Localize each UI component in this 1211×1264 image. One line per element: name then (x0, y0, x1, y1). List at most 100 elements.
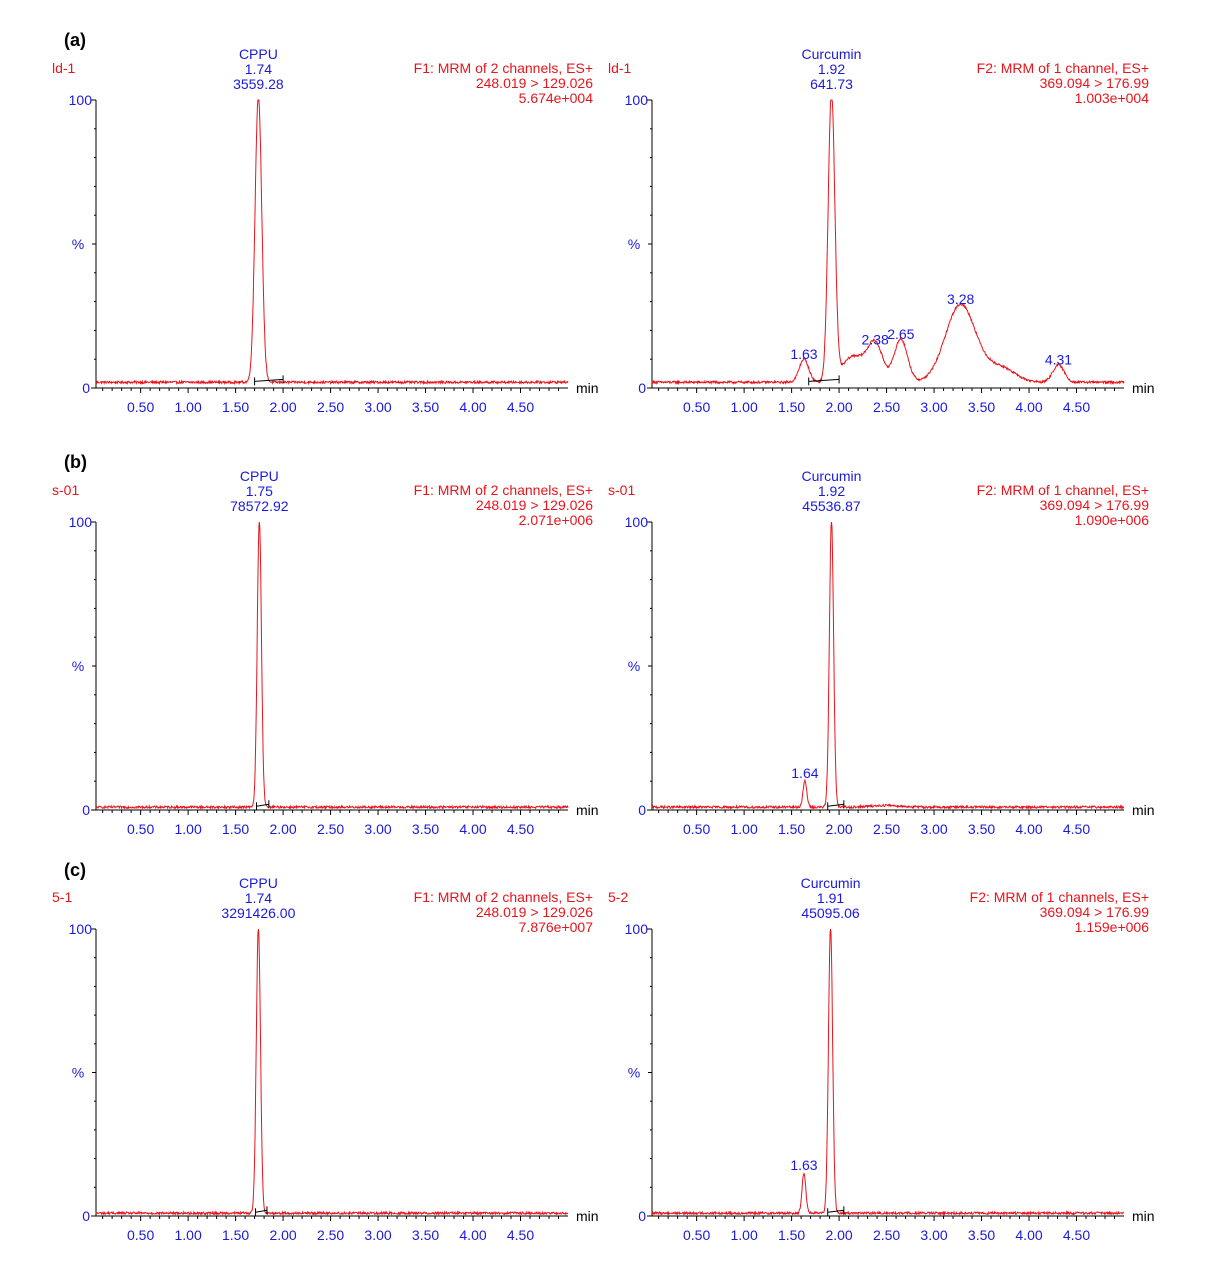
acquisition-info-line: 248.019 > 129.026 (476, 497, 593, 513)
peak-annotation: 1.92 (818, 483, 845, 499)
x-tick-label: 1.50 (222, 399, 249, 415)
chromatogram-2-0: 5-1 F1: MRM of 2 channels, ES+248.019 > 1… (52, 875, 599, 1243)
y-tick-label: 0 (82, 802, 90, 818)
x-tick-label: 2.00 (269, 821, 296, 837)
integration-baseline (808, 378, 840, 382)
chromatogram-trace (95, 99, 569, 386)
x-tick-label: 2.00 (825, 1227, 852, 1243)
y-tick-label: 100 (69, 92, 93, 108)
acquisition-info-line: F1: MRM of 2 channels, ES+ (414, 889, 593, 905)
integration-baseline (827, 1209, 844, 1213)
y-tick-label: 100 (625, 514, 649, 530)
peak-annotation: Curcumin (802, 468, 862, 484)
y-tick-label: 0 (638, 1208, 646, 1224)
panel-letter-a: (a) (64, 30, 86, 50)
x-tick-label: 3.00 (920, 821, 947, 837)
y-tick-label: 0 (638, 380, 646, 396)
y-axis-label: % (628, 236, 640, 252)
integration-baseline (256, 803, 269, 807)
y-tick-label: 100 (625, 92, 649, 108)
acquisition-info-line: 1.090e+006 (1075, 512, 1150, 528)
peak-annotation: 3291426.00 (221, 905, 295, 921)
run-label: 5-1 (52, 889, 72, 905)
x-axis-unit: min (576, 380, 599, 396)
peak-annotation: 1.75 (246, 483, 273, 499)
acquisition-info-line: 2.071e+006 (519, 512, 594, 528)
acquisition-info-line: 369.094 > 176.99 (1040, 904, 1150, 920)
x-tick-label: 2.00 (269, 1227, 296, 1243)
acquisition-info-line: 1.003e+004 (1075, 90, 1150, 106)
acquisition-info-line: F2: MRM of 1 channel, ES+ (977, 482, 1149, 498)
peak-annotation: 1.74 (245, 61, 272, 77)
peak-annotation: CPPU (240, 468, 279, 484)
x-tick-label: 0.50 (127, 1227, 154, 1243)
integration-baseline (255, 1209, 268, 1213)
run-label: ld-1 (608, 60, 632, 76)
peak-annotation: 3559.28 (233, 76, 284, 92)
x-tick-label: 4.50 (1063, 1227, 1090, 1243)
integration-baseline (254, 378, 284, 382)
run-label: 5-2 (608, 889, 628, 905)
acquisition-info-line: F1: MRM of 2 channels, ES+ (414, 482, 593, 498)
x-tick-label: 1.00 (730, 821, 757, 837)
acquisition-info-line: 1.159e+006 (1075, 919, 1150, 935)
x-tick-label: 3.00 (364, 399, 391, 415)
x-tick-label: 4.00 (1015, 821, 1042, 837)
y-tick-label: 100 (625, 921, 649, 937)
acquisition-info-line: 248.019 > 129.026 (476, 904, 593, 920)
x-tick-label: 1.50 (222, 1227, 249, 1243)
x-tick-label: 0.50 (127, 821, 154, 837)
acquisition-info-line: F2: MRM of 1 channel, ES+ (977, 60, 1149, 76)
x-axis-unit: min (576, 1208, 599, 1224)
minor-peak-label: 1.63 (790, 1157, 817, 1173)
x-tick-label: 1.00 (174, 821, 201, 837)
chromatogram-0-0: ld-1 F1: MRM of 2 channels, ES+248.019 > … (52, 46, 599, 415)
peak-annotation: 1.74 (245, 890, 272, 906)
x-axis-unit: min (1132, 802, 1155, 818)
panel-letter-b: (b) (64, 452, 87, 472)
run-label: ld-1 (52, 60, 76, 76)
y-axis-label: % (72, 1065, 84, 1081)
x-tick-label: 3.00 (920, 1227, 947, 1243)
acquisition-info-line: 5.674e+004 (519, 90, 594, 106)
peak-annotation: 641.73 (810, 76, 853, 92)
run-label: s-01 (52, 482, 79, 498)
x-tick-label: 2.50 (873, 1227, 900, 1243)
chromatogram-trace (95, 521, 569, 811)
y-tick-label: 0 (82, 380, 90, 396)
x-tick-label: 2.50 (873, 821, 900, 837)
x-tick-label: 3.50 (968, 821, 995, 837)
peak-annotation: CPPU (239, 46, 278, 62)
x-tick-label: 2.00 (825, 821, 852, 837)
x-tick-label: 4.00 (459, 1227, 486, 1243)
y-tick-label: 0 (82, 1208, 90, 1224)
x-tick-label: 1.00 (174, 399, 201, 415)
y-axis-label: % (72, 236, 84, 252)
chromatogram-1-1: s-01 F2: MRM of 1 channel, ES+369.094 > 1… (608, 468, 1155, 837)
acquisition-info-line: 369.094 > 176.99 (1040, 497, 1150, 513)
minor-peak-label: 3.28 (947, 291, 974, 307)
x-tick-label: 1.50 (778, 399, 805, 415)
chromatogram-trace (651, 928, 1125, 1217)
y-tick-label: 0 (638, 802, 646, 818)
peak-annotation: Curcumin (801, 875, 861, 891)
x-tick-label: 2.00 (825, 399, 852, 415)
x-axis-unit: min (1132, 380, 1155, 396)
x-tick-label: 4.00 (1015, 1227, 1042, 1243)
y-tick-label: 100 (69, 514, 93, 530)
minor-peak-label: 1.64 (791, 765, 818, 781)
minor-peak-label: 1.63 (790, 346, 817, 362)
panel-letter-c: (c) (64, 860, 86, 880)
peak-annotation: 1.92 (818, 61, 845, 77)
acquisition-info-line: F1: MRM of 2 channels, ES+ (414, 60, 593, 76)
x-axis-unit: min (1132, 1208, 1155, 1224)
y-axis-label: % (628, 658, 640, 674)
chromatogram-2-1: 5-2 F2: MRM of 1 channels, ES+369.094 > 1… (608, 875, 1155, 1243)
x-tick-label: 1.50 (778, 821, 805, 837)
chromatogram-trace (651, 99, 1125, 386)
y-axis-label: % (628, 1065, 640, 1081)
minor-peak-label: 4.31 (1045, 352, 1072, 368)
x-tick-label: 0.50 (127, 399, 154, 415)
minor-peak-label: 2.38 (862, 332, 889, 348)
